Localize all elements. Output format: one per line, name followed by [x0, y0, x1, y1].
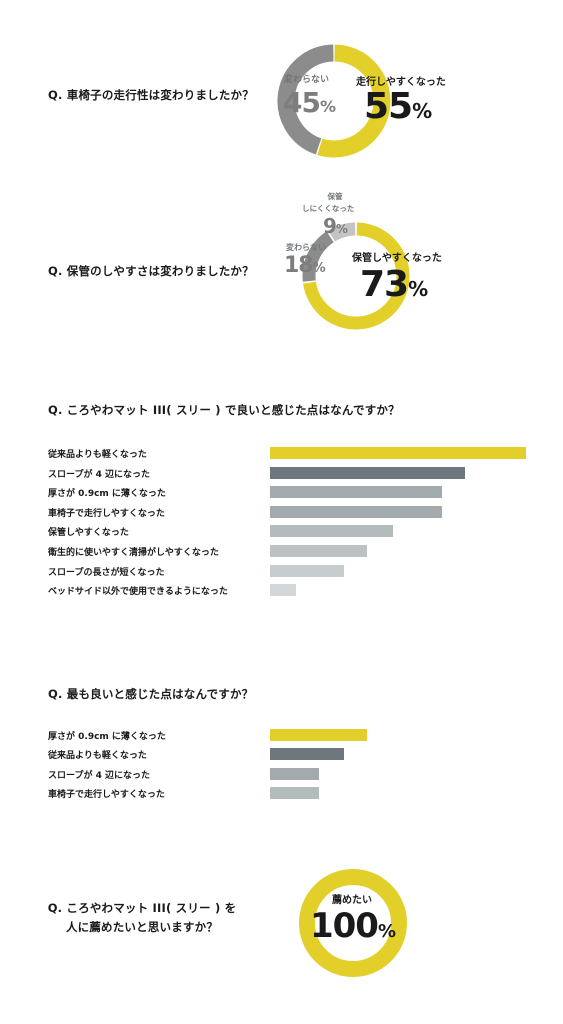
q3-bar-4 [270, 525, 393, 538]
q2-value-big: 73% [360, 264, 429, 305]
q3-label-0: 従来品よりも軽くなった [48, 450, 147, 460]
q4-bar-3 [270, 786, 319, 799]
q3-label-3: 車椅子で走行しやすくなった [48, 508, 165, 519]
q1-value-small: 45% [283, 86, 336, 119]
q4-label-1: 従来品よりも軽くなった [48, 751, 147, 762]
q2-slice-0 [303, 222, 410, 330]
question-5-line1: Q. ころやわマット III( スリー ) を [47, 901, 237, 915]
q3-label-5: 衛生的に使いやすく清掃がしやすくなった [48, 548, 219, 558]
q3-label-4: 保管しやすくなった [48, 528, 129, 539]
q4-label-2: スロープが 4 辺になった [48, 770, 150, 781]
q3-bar-6 [270, 564, 345, 577]
q3-label-1: スロープが 4 辺になった [48, 469, 150, 480]
q2-slice-2 [328, 222, 356, 242]
q1-label-small: 変わらない [284, 75, 330, 85]
q5-label: 薦めたい [332, 895, 372, 906]
question-5-line2: 人に薦めたいと思いますか？ [65, 920, 219, 934]
q3-bar-1 [270, 466, 465, 479]
q2-value-mid: 18% [284, 253, 326, 278]
q5-slice-0 [299, 869, 407, 977]
q2-slice-1 [302, 231, 334, 282]
q3-label-2: 厚さが 0.9cm に薄くなった [48, 489, 166, 500]
q1-slice-0 [317, 44, 391, 158]
q3-bar-5 [270, 545, 368, 557]
donut-chart-1 [277, 44, 391, 158]
q3-bar-7 [270, 584, 296, 597]
question-5: Q. ころやわマット III( スリー ) を 人に薦めたいと思いますか？ [42, 899, 242, 937]
q4-bar-1 [270, 748, 345, 761]
question-3: Q. ころやわマット III( スリー ) で良いと感じた点はなんですか？ [48, 403, 400, 417]
q3-label-6: スロープの長さが短くなった [48, 567, 165, 578]
q3-bar-0 [270, 447, 526, 459]
q4-bar-0 [270, 729, 368, 741]
q2-label-mid: 変わらない [286, 243, 326, 252]
q1-value-big: 55% [364, 86, 433, 127]
q3-bar-2 [270, 486, 442, 499]
question-4: Q. 最も良いと感じた点はなんですか？ [48, 687, 254, 701]
q2-label-small-2: しにくくなった [302, 204, 355, 213]
donut-chart-2 [302, 222, 410, 330]
q3-label-7: ベッドサイド以外で使用できるようになった [48, 587, 228, 598]
q4-label-0: 厚さが 0.9cm に薄くなった [48, 732, 166, 742]
question-1: Q. 車椅子の走行性は変わりましたか？ [48, 88, 254, 102]
q4-bar-2 [270, 767, 319, 780]
q1-label-big: 走行しやすくなった [356, 77, 446, 88]
donut-chart-5 [299, 869, 407, 977]
q1-slice-1 [277, 44, 334, 155]
q2-label-small: 保管 [327, 192, 343, 201]
q4-label-3: 車椅子で走行しやすくなった [48, 789, 165, 800]
q5-value: 100% [309, 906, 397, 946]
q2-value-small: 9% [323, 214, 348, 238]
q3-bar-3 [270, 505, 442, 518]
question-2: Q. 保管のしやすさは変わりましたか？ [48, 264, 254, 278]
q2-label-big: 保管しやすくなった [352, 253, 442, 264]
